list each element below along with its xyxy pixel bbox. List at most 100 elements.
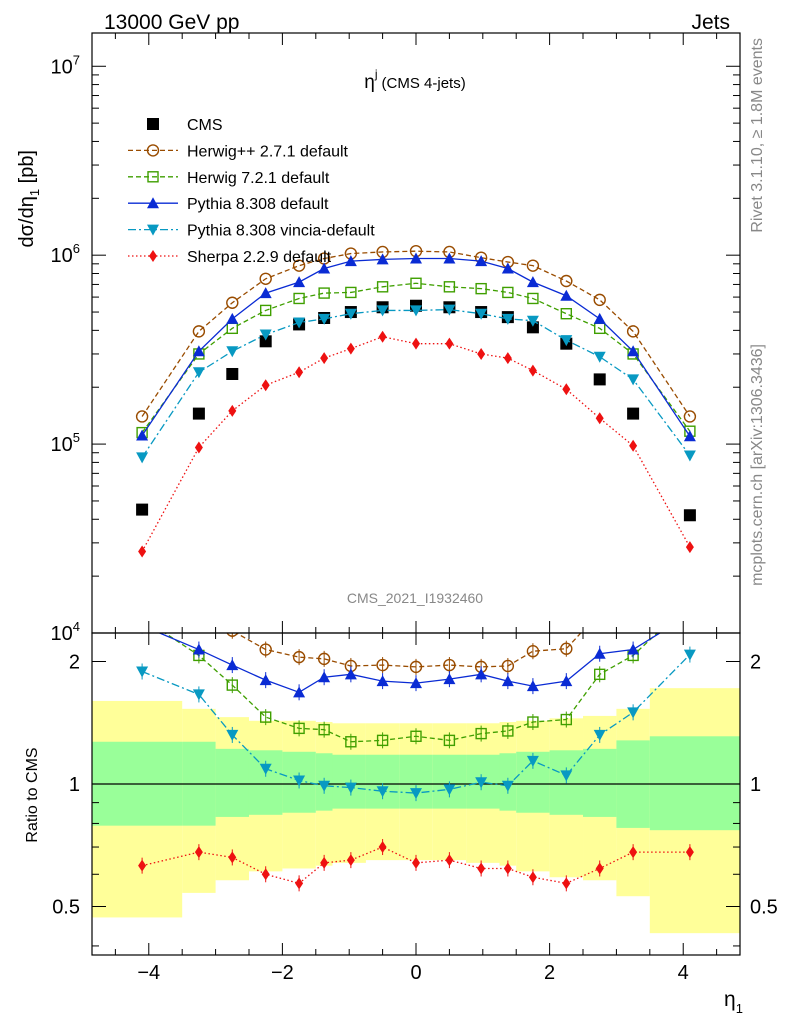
ratio-data-point (376, 658, 389, 672)
ratio-data-point (501, 675, 514, 687)
main-series-1 (135, 244, 697, 423)
ratio-data-point (502, 725, 514, 737)
main-data-point (475, 282, 487, 295)
main-title: ηj (CMS 4-jets) (364, 67, 465, 93)
main-data-point (683, 430, 696, 442)
main-data-point (683, 410, 697, 423)
main-data-point (477, 347, 486, 360)
ratio-data-point (376, 675, 389, 687)
main-data-point (593, 293, 606, 307)
main-data-point (443, 281, 456, 293)
legend-item: Herwig 7.2.1 default (128, 170, 330, 187)
main-data-point (443, 304, 456, 316)
ratio-data-point (346, 854, 355, 867)
xlabel: η1 (724, 988, 743, 1016)
ratio-data-point (527, 716, 539, 728)
legend-item: Pythia 8.308 vincia-default (128, 223, 375, 240)
main-series-4 (136, 304, 696, 464)
ratio-data-point (293, 686, 306, 698)
legend-label: Herwig++ 2.7.1 default (187, 143, 349, 160)
ratio-data-point (344, 668, 357, 680)
ratio-series-line (141, 654, 691, 794)
stat-uncertainty-band (649, 736, 740, 831)
ratio-data-point (228, 851, 237, 864)
main-data-point (683, 509, 696, 522)
ratio-data-point (137, 579, 148, 590)
ratio-data-point (136, 666, 149, 678)
main-data-point (226, 312, 239, 324)
main-data-point (683, 450, 696, 462)
main-data-point (526, 321, 539, 334)
legend-label: CMS (187, 117, 223, 134)
main-data-point (293, 292, 305, 305)
ratio-data-point (317, 652, 331, 666)
ratio-data-point (320, 856, 329, 869)
main-data-point (528, 364, 537, 377)
ratio-data-point (376, 734, 389, 747)
main-data-point (410, 277, 422, 289)
main-data-point (138, 545, 147, 558)
ratio-bands (92, 688, 740, 934)
ratio-data-point (443, 734, 456, 747)
main-data-point (318, 287, 330, 299)
ratio-data-point (628, 602, 639, 613)
ratio-data-point (560, 713, 573, 726)
main-data-point (226, 296, 239, 309)
ratio-data-point (226, 729, 239, 741)
ratio-data-point (685, 846, 694, 859)
ratio-data-point (226, 659, 239, 671)
main-data-point (593, 312, 606, 324)
main-data-point (376, 305, 389, 317)
main-data-point (295, 366, 304, 379)
ratio-y-tick-label-right: 0.5 (750, 896, 778, 918)
main-data-point (318, 262, 331, 274)
legend-marker (146, 144, 160, 157)
main-data-point (527, 292, 539, 305)
main-data-point (501, 313, 514, 325)
main-data-point (259, 329, 272, 341)
side-label-bottom: mcplots.cern.ch [arXiv:1306.3436] (749, 344, 766, 586)
ratio-series-2 (163, 598, 695, 750)
ratio-data-point (629, 846, 638, 859)
ratio-data-point (593, 729, 606, 741)
main-data-point (194, 441, 203, 454)
ratio-series-5 (138, 839, 694, 892)
x-tick-label: −2 (271, 962, 294, 984)
ratio-series-1 (137, 579, 639, 675)
ratio-data-point (593, 647, 606, 659)
main-data-point (629, 439, 638, 452)
main-data-point (259, 304, 272, 317)
main-series-line (141, 336, 691, 552)
main-data-point (192, 325, 206, 338)
main-y-tick-label: 105 (51, 430, 80, 456)
main-data-point (627, 374, 640, 386)
main-data-point (376, 281, 389, 293)
ratio-data-point (226, 633, 239, 637)
ratio-ylabel: Ratio to CMS (24, 747, 41, 842)
main-data-point (475, 308, 488, 320)
ratio-data-point (261, 868, 270, 881)
main-data-point (627, 345, 640, 357)
main-plot-area (135, 244, 697, 558)
ratio-data-point (345, 736, 357, 748)
ratio-data-point (526, 680, 539, 692)
ratio-data-point (410, 677, 422, 689)
ratio-data-point (685, 598, 695, 608)
main-data-point (502, 286, 514, 299)
main-title-sup: j (374, 67, 378, 81)
ratio-data-point (475, 668, 488, 680)
ratio-data-point (501, 780, 514, 792)
main-data-point (346, 342, 355, 355)
ratio-data-point (683, 649, 696, 661)
main-ylabel-rest: [pb] (16, 150, 38, 189)
main-data-point (627, 407, 640, 420)
legend-marker (147, 197, 159, 209)
main-data-point (560, 308, 573, 320)
ratio-data-point (594, 607, 605, 618)
ratio-data-point (526, 755, 539, 767)
main-data-point (593, 373, 606, 386)
ratio-data-point (376, 786, 389, 798)
ratio-data-point (344, 782, 357, 794)
main-data-point (259, 335, 272, 348)
